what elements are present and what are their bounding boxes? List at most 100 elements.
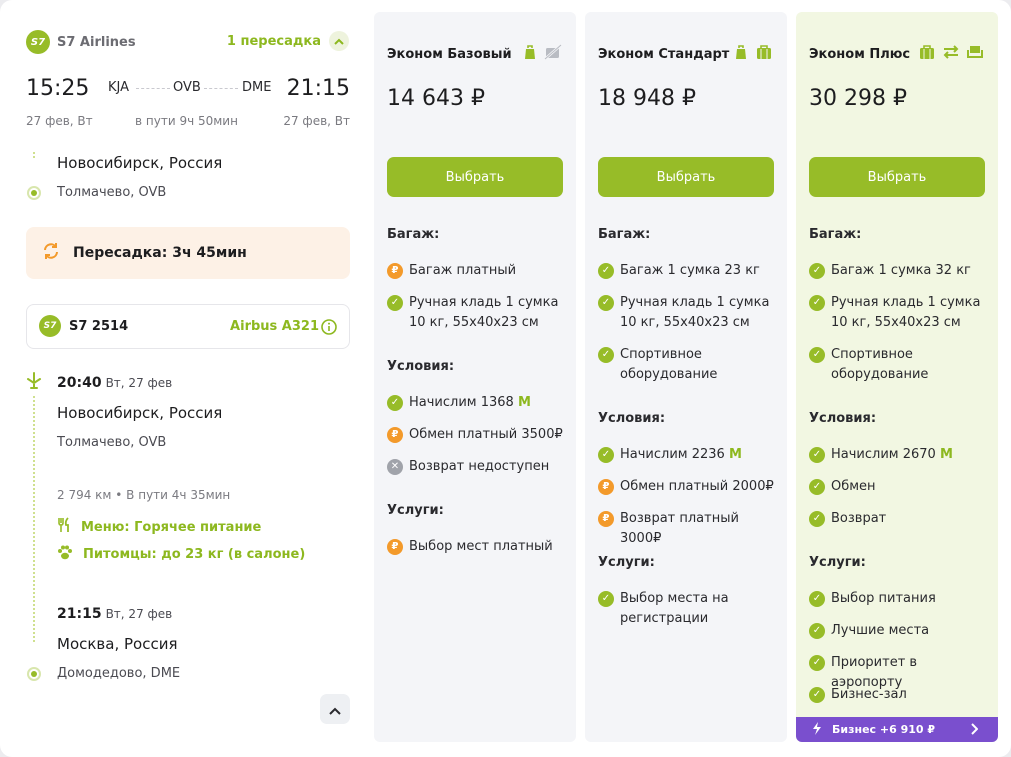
check-icon: ✓: [598, 591, 614, 607]
departure-time: 15:25: [26, 76, 90, 101]
baggage-item: ✓ Спортивное оборудование: [809, 345, 989, 385]
airport-marker-icon: [27, 667, 41, 681]
segment-arrival-airport: Домодедово, DME: [57, 666, 181, 681]
chevron-right-icon: [971, 723, 979, 738]
service-item: ✓ Выбор места на регистрации: [598, 589, 778, 629]
refund-text: Возврат платный 3000₽: [620, 511, 739, 546]
check-icon: ✓: [809, 447, 825, 463]
baggage-item: ₽ Багаж платный: [387, 261, 567, 281]
aircraft-type: Airbus A321: [230, 319, 319, 334]
exchange-text: Обмен платный 3500₽: [409, 427, 563, 442]
condition-item: ₽ Обмен платный 3500₽: [387, 425, 567, 445]
miles-text: Начислим 1368: [409, 395, 514, 410]
select-fare-button[interactable]: Выбрать: [809, 157, 985, 197]
fare-features: [918, 44, 984, 64]
pets-text: Питомцы: до 23 кг (в салоне): [83, 547, 306, 562]
refund-text: Возврат: [831, 511, 887, 526]
condition-item: ✓ Начислим 1368 M: [387, 393, 567, 413]
segment-departure-city: Новосибирск, Россия: [57, 404, 223, 422]
flight-number: S7 2514: [69, 319, 129, 334]
services-title: Услуги:: [809, 555, 866, 570]
condition-item: ✕ Возврат недоступен: [387, 457, 567, 477]
s7-logo-icon: S7: [39, 315, 61, 337]
route-summary: 15:25 KJA OVB DME 21:15: [26, 76, 350, 102]
fare-economy-plus: Эконом Плюс 30 298 ₽ Выбрать Багаж: ✓ Ба…: [796, 12, 998, 742]
fare-name: Эконом Плюс: [809, 47, 911, 62]
carry-on-bag-icon: [733, 44, 749, 64]
paid-icon: ₽: [387, 539, 403, 555]
departure-date: 27 фев, Вт: [26, 114, 93, 128]
collapse-button[interactable]: [320, 694, 350, 724]
arrival-time: 21:15: [286, 76, 350, 101]
service-text: Бизнес-зал: [831, 687, 907, 702]
baggage-text: Ручная кладь 1 сумка 10 кг, 55x40x23 см: [409, 295, 559, 330]
service-text: Выбор питания: [831, 591, 936, 606]
condition-item: ₽ Возврат платный 3000₽: [598, 509, 778, 549]
business-upgrade-button[interactable]: Бизнес +6 910 ₽: [796, 717, 998, 742]
carry-on-bag-icon: [522, 44, 538, 64]
origin-code: KJA: [108, 80, 130, 95]
check-icon: ✓: [598, 263, 614, 279]
check-icon: ✓: [387, 295, 403, 311]
flight-timeline: [33, 396, 35, 642]
segment-departure-date: Вт, 27 фев: [105, 376, 173, 390]
baggage-title: Багаж:: [598, 227, 651, 242]
layover-duration: Пересадка: 3ч 45мин: [73, 245, 247, 261]
fare-features: [522, 44, 562, 64]
suitcase-icon: [918, 44, 936, 64]
baggage-title: Багаж:: [809, 227, 862, 242]
fare-economy-standard: Эконом Стандарт 18 948 ₽ Выбрать Багаж: …: [585, 12, 787, 742]
check-icon: ✓: [598, 295, 614, 311]
service-text: Выбор места на регистрации: [620, 591, 729, 626]
condition-item: ✓ Начислим 2670 M: [809, 445, 989, 465]
paid-icon: ₽: [598, 479, 614, 495]
select-fare-button[interactable]: Выбрать: [598, 157, 774, 197]
check-icon: ✓: [598, 447, 614, 463]
transfer-airport: Толмачево, OVB: [57, 185, 167, 200]
paid-icon: ₽: [598, 511, 614, 527]
fare-features: [733, 44, 773, 64]
baggage-text: Ручная кладь 1 сумка 10 кг, 55x40x23 см: [620, 295, 770, 330]
baggage-item: ✓ Ручная кладь 1 сумка 10 кг, 55x40x23 с…: [809, 293, 989, 333]
meal-text: Меню: Горячее питание: [81, 519, 262, 535]
info-icon[interactable]: [321, 319, 337, 339]
check-icon: ✓: [598, 347, 614, 363]
conditions-title: Условия:: [598, 411, 666, 426]
select-fare-button[interactable]: Выбрать: [387, 157, 563, 197]
check-icon: ✓: [809, 623, 825, 639]
fare-price: 18 948 ₽: [598, 86, 696, 111]
route-line: [204, 88, 238, 89]
conditions-title: Условия:: [387, 359, 455, 374]
service-item: ✓ Бизнес-зал: [809, 685, 989, 705]
arrival-date: 27 фев, Вт: [283, 114, 350, 128]
services-title: Услуги:: [387, 503, 444, 518]
layover-banner: Пересадка: 3ч 45мин: [26, 227, 350, 279]
timeline-stub: [33, 152, 35, 158]
itinerary-column: S7 S7 Airlines 1 пересадка 15:25 KJA OVB…: [0, 0, 370, 757]
baggage-text: Спортивное оборудование: [620, 347, 718, 382]
fare-name: Эконом Стандарт: [598, 47, 730, 62]
check-icon: ✓: [809, 511, 825, 527]
no-baggage-icon: [544, 44, 562, 64]
check-icon: ✓: [809, 655, 825, 671]
meal-feature: Меню: Горячее питание: [57, 517, 261, 537]
miles-icon: M: [517, 395, 531, 410]
chevron-up-icon: [329, 31, 349, 51]
s7-logo-icon: S7: [26, 30, 50, 54]
fare-economy-basic: Эконом Базовый 14 643 ₽ Выбрать Багаж: ₽…: [374, 12, 576, 742]
segment-arrival-date: Вт, 27 фев: [105, 607, 173, 621]
transfers-toggle[interactable]: 1 пересадка: [227, 31, 349, 51]
service-item: ✓ Приоритет в аэропорту: [809, 653, 989, 693]
check-icon: ✓: [809, 591, 825, 607]
conditions-title: Условия:: [809, 411, 877, 426]
check-icon: ✓: [387, 395, 403, 411]
segment-departure: 20:40 Вт, 27 фев: [57, 375, 172, 391]
airline-header: S7 S7 Airlines: [26, 30, 136, 54]
service-item: ✓ Лучшие места: [809, 621, 989, 641]
seat-icon: [966, 44, 984, 64]
exchange-icon: [942, 44, 960, 64]
condition-item: ✓ Начислим 2236 M: [598, 445, 778, 465]
flight-card: S7 S7 2514 Airbus A321: [26, 304, 350, 349]
baggage-text: Багаж 1 сумка 32 кг: [831, 263, 971, 278]
